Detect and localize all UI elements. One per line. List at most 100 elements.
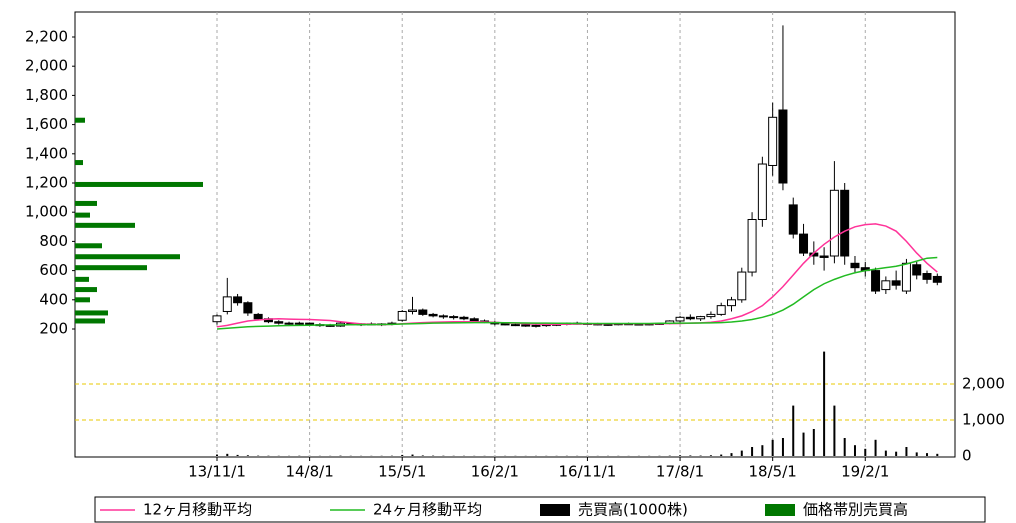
- price-band-bar: [75, 117, 85, 123]
- candle-body: [521, 324, 531, 327]
- candle-body: [747, 219, 757, 273]
- candle-body: [829, 189, 839, 257]
- volume-bar: [709, 455, 712, 456]
- volume-bar: [864, 448, 867, 456]
- volume-bar: [915, 452, 918, 456]
- volume-bar: [823, 351, 826, 456]
- y-tick-label: 600: [39, 261, 68, 279]
- candle-body: [243, 302, 253, 314]
- legend-label: 24ヶ月移動平均: [373, 501, 482, 519]
- price-band-bar: [75, 200, 97, 206]
- volume-bar: [905, 447, 908, 456]
- y-tick-label: 1,000: [25, 203, 68, 221]
- y-tick-label: 800: [39, 232, 68, 250]
- volume-bar: [833, 405, 836, 456]
- volume-bar: [679, 455, 682, 456]
- y-tick-label: 1,800: [25, 86, 68, 104]
- price-band-bar: [75, 212, 90, 218]
- volume-bar: [792, 405, 795, 456]
- volume-bar: [236, 454, 239, 456]
- candle-body: [716, 305, 726, 315]
- price-band-bar: [75, 160, 83, 166]
- candle-body: [881, 280, 891, 291]
- volume-bar: [874, 439, 877, 456]
- volume-bar: [720, 454, 723, 456]
- candle-body: [819, 255, 829, 258]
- volume-bar: [730, 453, 733, 456]
- candle-body: [222, 296, 232, 312]
- candle-body: [500, 323, 510, 326]
- candle-body: [510, 324, 520, 327]
- volume-bar: [421, 455, 424, 456]
- x-tick-label: 17/8/1: [656, 463, 704, 481]
- price-band-bar: [75, 181, 203, 187]
- candle-body: [294, 322, 304, 325]
- candle-body: [788, 204, 798, 235]
- volume-bar: [216, 454, 218, 456]
- volume-bar: [771, 439, 774, 456]
- volume-bar: [843, 438, 846, 456]
- y-tick-label: 1,200: [25, 174, 68, 192]
- candle-body: [727, 299, 736, 307]
- volume-bar: [246, 455, 249, 456]
- candle-body: [757, 163, 767, 221]
- y-tick-label: 1,600: [25, 115, 68, 133]
- price-band-bar: [75, 276, 89, 282]
- price-band-bar: [75, 297, 90, 303]
- candle-body: [212, 315, 222, 323]
- candle-body: [418, 309, 428, 315]
- candle-body: [284, 322, 294, 325]
- candle-body: [531, 324, 541, 327]
- volume-bar: [926, 453, 929, 456]
- legend-swatch: [765, 504, 795, 516]
- volume-bar: [689, 455, 692, 456]
- legend-label: 売買高(1000株): [578, 501, 688, 519]
- candle-body: [428, 313, 438, 317]
- candle-body: [891, 280, 901, 286]
- y-tick-label: 2,000: [25, 57, 68, 75]
- candle-body: [778, 109, 788, 184]
- candle-body: [685, 316, 695, 320]
- candle-body: [871, 270, 881, 292]
- x-tick-label: 13/11/1: [188, 463, 246, 481]
- volume-bar: [936, 453, 939, 456]
- moving-average-line: [216, 256, 938, 330]
- y-tick-label: 2,200: [25, 28, 68, 46]
- candle-body: [799, 233, 809, 254]
- candle-body: [253, 313, 263, 320]
- x-tick-label: 15/5/1: [378, 463, 426, 481]
- x-tick-label: 19/2/1: [841, 463, 889, 481]
- volume-bar: [802, 432, 805, 456]
- price-band-bar: [75, 254, 180, 260]
- candle-body: [305, 322, 315, 326]
- legend-label: 12ヶ月移動平均: [143, 501, 252, 519]
- price-band-bar: [75, 222, 135, 228]
- volume-bar: [411, 454, 414, 456]
- x-tick-label: 16/2/1: [471, 463, 519, 481]
- candle-body: [438, 315, 448, 318]
- x-tick-label: 18/5/1: [749, 463, 797, 481]
- legend-swatch: [540, 504, 570, 516]
- volume-bar: [812, 429, 815, 456]
- candle-body: [737, 271, 747, 301]
- candle-body: [274, 321, 284, 324]
- x-tick-label: 16/11/1: [559, 463, 617, 481]
- candle-body: [408, 309, 418, 312]
- volume-bar: [226, 453, 229, 456]
- candle-body: [675, 316, 685, 322]
- price-band-bar: [75, 265, 147, 271]
- volume-bar: [884, 450, 887, 456]
- volume-bar: [740, 450, 743, 456]
- candle-body: [840, 189, 850, 257]
- candle-body: [901, 262, 911, 292]
- volume-bar: [853, 445, 856, 456]
- candle-body: [706, 313, 716, 318]
- candle-body: [459, 316, 469, 320]
- y-tick-label: 1,400: [25, 144, 68, 162]
- candle-body: [696, 316, 706, 320]
- price-band-bar: [75, 287, 97, 293]
- volume-bar: [751, 447, 754, 456]
- y2-tick-label: 2,000: [962, 375, 1005, 393]
- candle-body: [233, 296, 243, 304]
